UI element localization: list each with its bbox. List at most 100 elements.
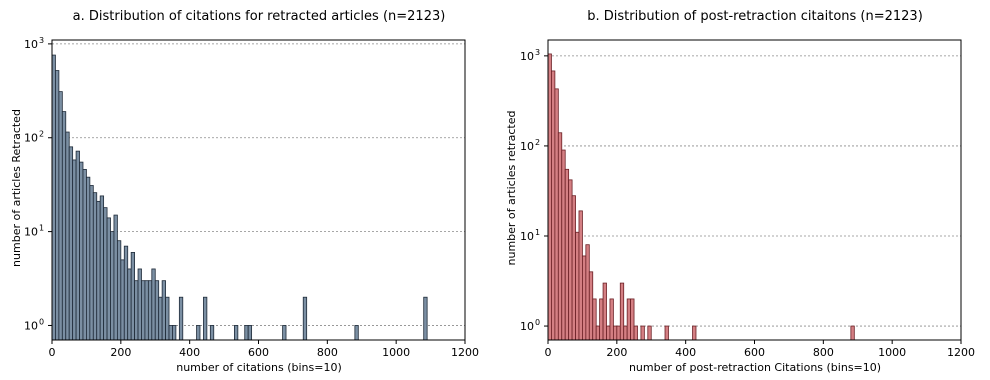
histogram-bar xyxy=(606,325,611,341)
histogram-bar xyxy=(134,280,139,341)
histogram-bar xyxy=(647,325,652,341)
histogram-bar xyxy=(588,271,594,341)
histogram-bar xyxy=(82,168,87,341)
histogram-bar xyxy=(154,280,160,341)
x-tick-label: 400 xyxy=(179,346,200,359)
histogram-bar xyxy=(120,259,125,341)
histogram-bar xyxy=(113,214,118,341)
histogram-bar xyxy=(130,252,136,341)
histogram-bar xyxy=(282,325,287,341)
histogram-bar xyxy=(158,296,163,341)
histogram-bar xyxy=(203,296,208,341)
x-tick-label: 800 xyxy=(813,346,834,359)
x-tick-label: 200 xyxy=(606,346,627,359)
histogram-bar xyxy=(196,325,201,341)
histogram-bar xyxy=(599,298,604,341)
histogram-bar xyxy=(103,207,108,341)
panel-a: a. Distribution of citations for retract… xyxy=(10,9,479,374)
histogram-bar xyxy=(585,244,590,341)
histogram-bar xyxy=(72,159,77,341)
gridlines-b xyxy=(548,55,961,327)
histogram-bar xyxy=(106,217,111,341)
y-tick-label: 10 xyxy=(24,226,38,239)
histogram-bar xyxy=(595,325,601,341)
x-tick-label: 800 xyxy=(317,346,338,359)
histogram-bar xyxy=(578,210,583,341)
histogram-bar xyxy=(58,91,63,341)
y-tick-exponent: 2 xyxy=(535,138,540,147)
histogram-bar xyxy=(561,149,566,341)
y-axis-label-b: number of articles retracted xyxy=(505,111,518,266)
histogram-bar xyxy=(423,296,428,341)
x-tick-label: 1000 xyxy=(878,346,906,359)
y-tick-exponent: 0 xyxy=(535,318,540,327)
chart-title-a: a. Distribution of citations for retract… xyxy=(73,9,446,24)
histogram-bar xyxy=(178,296,184,341)
histogram-bar xyxy=(123,245,129,341)
histogram-bar xyxy=(633,325,638,341)
x-tick-label: 1200 xyxy=(947,346,975,359)
y-tick-exponent: 2 xyxy=(39,130,44,139)
y-tick-exponent: 1 xyxy=(535,228,540,237)
histogram-bar xyxy=(582,255,587,341)
y-tick-exponent: 3 xyxy=(535,48,540,57)
histogram-bar xyxy=(554,88,559,341)
histogram-bar xyxy=(116,240,122,341)
histogram-bar xyxy=(630,298,635,341)
y-tick-label: 10 xyxy=(24,319,38,332)
x-axis-label-a: number of citations (bins=10) xyxy=(176,361,342,374)
bars-b xyxy=(547,53,855,341)
histogram-bar xyxy=(551,70,556,341)
histogram-bar xyxy=(209,325,215,341)
x-axis-label-b: number of post-retraction Citations (bin… xyxy=(629,361,881,374)
y-tick-label: 10 xyxy=(520,320,534,333)
histogram-bar xyxy=(96,200,101,341)
x-tick-label: 1000 xyxy=(382,346,410,359)
histogram-bar xyxy=(55,70,60,341)
histogram-bar xyxy=(244,325,249,341)
histogram-bar xyxy=(161,280,166,341)
x-ticks-b: 0 200 400 600 800 1000 1200 xyxy=(545,340,975,359)
histogram-bar xyxy=(89,185,94,341)
x-tick-label: 200 xyxy=(110,346,131,359)
panel-b: b. Distribution of post-retraction citai… xyxy=(505,9,975,374)
x-tick-label: 1200 xyxy=(451,346,479,359)
histogram-bar xyxy=(234,325,239,341)
y-tick-exponent: 0 xyxy=(39,317,44,326)
histogram-bar xyxy=(664,325,669,341)
histogram-bar xyxy=(75,150,80,341)
y-tick-label: 10 xyxy=(520,230,534,243)
histogram-bar xyxy=(609,298,614,341)
histogram-bar xyxy=(172,325,177,341)
histogram-bar xyxy=(168,325,173,341)
histogram-bar xyxy=(141,280,146,341)
x-tick-label: 600 xyxy=(744,346,765,359)
histogram-bar xyxy=(564,168,570,341)
histogram-bar xyxy=(147,280,153,341)
y-tick-label: 10 xyxy=(24,38,38,51)
y-tick-label: 10 xyxy=(24,132,38,145)
histogram-bar xyxy=(640,325,645,341)
histogram-bar xyxy=(623,325,628,341)
x-tick-label: 600 xyxy=(248,346,269,359)
histogram-bar xyxy=(92,192,98,341)
x-ticks-a: 0 200 400 600 800 1000 1200 xyxy=(49,340,479,359)
plot-frame-b xyxy=(547,39,962,341)
y-tick-exponent: 3 xyxy=(39,36,44,45)
y-tick-label: 10 xyxy=(520,50,534,63)
histogram-bar xyxy=(79,161,84,341)
histogram-bar xyxy=(571,195,576,341)
histogram-bar xyxy=(127,268,132,341)
histogram-bar xyxy=(151,268,156,341)
histogram-bar xyxy=(110,231,115,341)
y-tick-label: 10 xyxy=(520,140,534,153)
histogram-bar xyxy=(547,53,552,341)
histogram-bar xyxy=(137,268,142,341)
histogram-bar xyxy=(65,131,70,341)
histogram-bar xyxy=(51,54,56,341)
histogram-bar xyxy=(144,280,149,341)
histogram-bar xyxy=(692,325,697,341)
